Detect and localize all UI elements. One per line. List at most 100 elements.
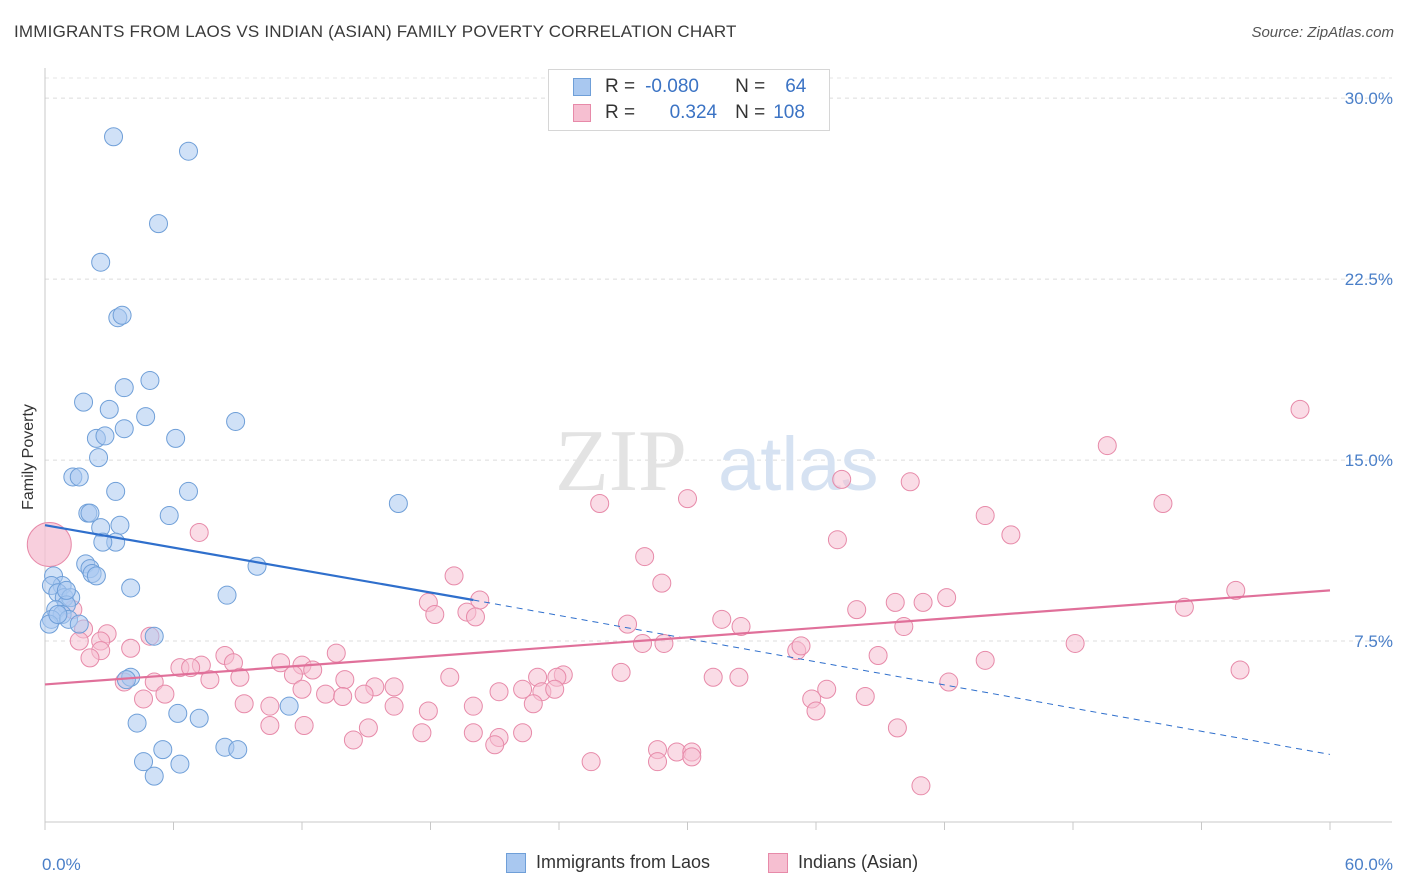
data-point: [489, 682, 509, 702]
data-point: [56, 580, 76, 600]
data-point: [618, 614, 638, 634]
data-point: [652, 573, 672, 593]
data-point: [178, 141, 198, 161]
data-point: [189, 522, 209, 542]
data-point: [93, 532, 113, 552]
data-point: [635, 547, 655, 567]
data-point: [887, 718, 907, 738]
data-point: [200, 670, 220, 690]
legend-r-value: -0.080: [645, 76, 699, 97]
data-point: [69, 467, 89, 487]
data-point: [333, 687, 353, 707]
data-point: [234, 694, 254, 714]
trend-line-laos: [44, 524, 474, 602]
data-point: [581, 752, 601, 772]
legend-r-label: R =: [605, 76, 636, 97]
data-point: [69, 631, 89, 651]
data-point: [937, 588, 957, 608]
data-point: [226, 411, 246, 431]
data-point: [189, 708, 209, 728]
chart-source: Source: ZipAtlas.com: [1251, 24, 1394, 41]
data-point: [178, 481, 198, 501]
legend-n-value: 64: [785, 76, 807, 97]
data-point: [418, 701, 438, 721]
data-point: [1065, 633, 1085, 653]
data-point: [939, 672, 959, 692]
data-point: [134, 752, 154, 772]
data-point: [545, 679, 565, 699]
legend-swatch-indians: [573, 104, 591, 122]
data-point: [144, 766, 164, 786]
data-point: [463, 696, 483, 716]
y-tick-label: 22.5%: [1345, 270, 1393, 289]
data-point: [1097, 436, 1117, 456]
y-tick-label: 15.0%: [1345, 451, 1393, 470]
data-point: [791, 636, 811, 656]
data-point: [279, 696, 299, 716]
data-point: [80, 503, 100, 523]
data-point: [316, 684, 336, 704]
data-point: [181, 658, 201, 678]
data-point: [425, 604, 445, 624]
legend-n-label: N =: [735, 102, 766, 123]
data-point: [513, 679, 533, 699]
data-point: [140, 370, 160, 390]
grid-lines: [45, 77, 1392, 642]
data-point: [114, 419, 134, 439]
data-point: [975, 650, 995, 670]
data-point: [354, 684, 374, 704]
data-point: [682, 747, 702, 767]
data-point: [166, 428, 186, 448]
x-tick-label: 60.0%: [1345, 855, 1393, 874]
data-point: [847, 600, 867, 620]
x-tick-labels: 0.0% 60.0%: [42, 855, 1393, 874]
data-point: [806, 701, 826, 721]
legend-r-label: R =: [605, 102, 636, 123]
y-axis-label: Family Poverty: [20, 404, 37, 510]
data-point: [127, 713, 147, 733]
legend-box: R = -0.080 N = 64 R = 0.324 N = 108: [548, 69, 830, 131]
data-point: [1226, 580, 1246, 600]
data-point: [80, 648, 100, 668]
data-point: [465, 607, 485, 627]
data-point: [975, 506, 995, 526]
data-point: [149, 214, 169, 234]
data-point: [121, 578, 141, 598]
data-point: [832, 469, 852, 489]
data-point: [633, 633, 653, 653]
data-point: [48, 604, 68, 624]
data-point: [911, 776, 931, 796]
data-point: [817, 679, 837, 699]
data-point: [326, 643, 346, 663]
data-point: [729, 667, 749, 687]
data-point: [168, 703, 188, 723]
y-tick-label: 7.5%: [1354, 632, 1393, 651]
data-point: [855, 687, 875, 707]
x-tick-label: 0.0%: [42, 855, 81, 874]
data-point: [1230, 660, 1250, 680]
data-point: [217, 585, 237, 605]
y-tick-label: 30.0%: [1345, 89, 1393, 108]
bottom-legend-indians: Indians (Asian): [768, 852, 918, 873]
data-point: [654, 633, 674, 653]
bottom-legend-laos: Immigrants from Laos: [506, 852, 710, 873]
data-point: [712, 609, 732, 629]
data-point: [523, 694, 543, 714]
data-point: [384, 696, 404, 716]
data-point: [134, 689, 154, 709]
legend-row-indians: R = 0.324 N = 108: [573, 101, 805, 125]
data-point: [159, 506, 179, 526]
y-tick-labels: 7.5% 15.0% 22.5% 30.0%: [1345, 89, 1393, 651]
data-point: [114, 378, 134, 398]
data-point: [868, 646, 888, 666]
data-point: [885, 592, 905, 612]
data-point: [86, 566, 106, 586]
data-point: [260, 696, 280, 716]
bottom-legend: Immigrants from Laos Indians (Asian): [0, 852, 1406, 878]
series-indians-asian: [26, 399, 1310, 796]
data-point: [590, 493, 610, 513]
data-point: [95, 426, 115, 446]
legend-swatch-laos: [573, 78, 591, 96]
data-point: [1174, 597, 1194, 617]
data-point: [1153, 493, 1173, 513]
